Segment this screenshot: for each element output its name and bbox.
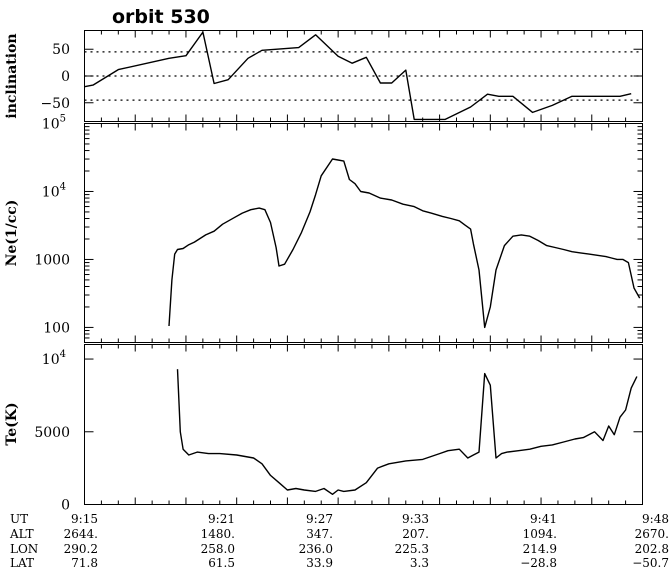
footer-row-label: UT <box>10 512 28 526</box>
temperature-panel-frame <box>84 344 643 505</box>
y-tick-label: 50 <box>52 42 70 58</box>
footer-lat-value: −28.8 <box>520 556 557 569</box>
footer-alt-value: 1480. <box>201 527 235 541</box>
y-tick-exponent: 5 <box>60 114 66 125</box>
footer-lat-value: 61.5 <box>208 556 235 569</box>
y-tick-label: 0 <box>61 69 70 85</box>
density-panel-frame <box>84 123 643 343</box>
inclination-axis-label: inclination <box>4 33 20 118</box>
footer-ut-value: 9:33 <box>402 512 429 526</box>
footer-row-label: LON <box>10 542 38 556</box>
footer-alt-value: 2670. <box>635 527 669 541</box>
footer-row-label: ALT <box>9 527 34 541</box>
temperature-axis-label: Te(K) <box>4 402 20 445</box>
footer-row-label: LAT <box>10 556 34 569</box>
footer-lat-value: −50.7 <box>632 556 669 569</box>
y-tick-label: 104 <box>42 349 66 368</box>
footer-alt-value: 207. <box>402 527 429 541</box>
footer-ut-value: 9:27 <box>306 512 333 526</box>
y-tick-label: 5000 <box>34 425 70 441</box>
footer-ut-value: 9:15 <box>71 512 98 526</box>
footer-alt-value: 2644. <box>64 527 98 541</box>
density-panel: 105 104 1000 100 <box>34 114 643 343</box>
y-tick-label: −50 <box>40 96 70 112</box>
footer-lon-value: 225.3 <box>395 542 429 556</box>
y-tick-label: 1000 <box>34 252 70 268</box>
footer-alt-value: 1094. <box>523 527 557 541</box>
y-tick-exponent: 4 <box>60 349 66 360</box>
footer-alt-value: 347. <box>306 527 333 541</box>
chart-title: orbit 530 <box>112 6 210 28</box>
density-axis-label: Ne(1/cc) <box>4 200 20 267</box>
footer-lon-value: 214.9 <box>523 542 557 556</box>
footer-lon-value: 290.2 <box>64 542 98 556</box>
y-tick-label: 104 <box>42 181 66 200</box>
footer-ut-value: 9:48 <box>642 512 669 526</box>
footer-lon-value: 258.0 <box>201 542 235 556</box>
density-series-line <box>168 158 641 329</box>
y-tick-label: 105 <box>42 114 66 133</box>
y-tick-label: 100 <box>43 320 70 336</box>
y-tick-label: 0 <box>61 498 70 514</box>
footer-lat-value: 3.3 <box>410 556 429 569</box>
y-tick-exponent: 4 <box>60 181 66 192</box>
footer-ut-value: 9:41 <box>530 512 557 526</box>
footer-lon-value: 202.8 <box>635 542 669 556</box>
temperature-series-line <box>176 369 638 495</box>
inclination-series-line <box>84 31 632 121</box>
footer-ut-value: 9:21 <box>208 512 235 526</box>
inclination-panel: 50 0 −50 <box>40 30 643 122</box>
footer-lon-value: 236.0 <box>299 542 333 556</box>
footer-lat-value: 71.8 <box>71 556 98 569</box>
temperature-panel: 104 5000 0 <box>34 344 643 514</box>
footer-lat-value: 33.9 <box>306 556 333 569</box>
